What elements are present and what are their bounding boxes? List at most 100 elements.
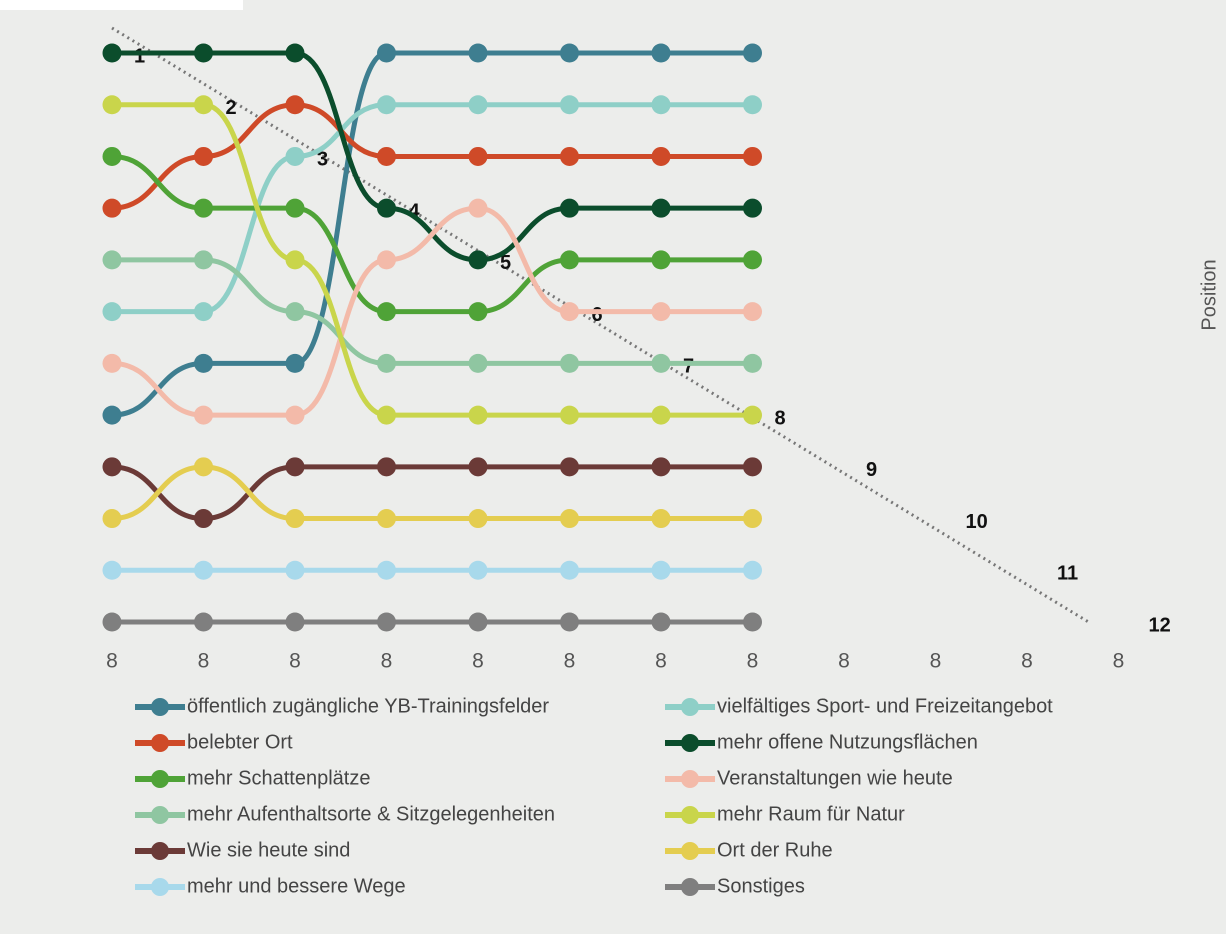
marker — [743, 146, 762, 166]
x-tick-label: 8 — [106, 650, 118, 673]
series-line — [111, 257, 753, 366]
legend-label: vielfältiges Sport- und Freizeitangebot — [717, 695, 1053, 717]
marker — [651, 302, 671, 322]
marker — [377, 612, 396, 632]
y-tick-label: 2 — [226, 97, 237, 119]
marker — [377, 457, 396, 477]
legend-label: Veranstaltungen wie heute — [717, 767, 953, 789]
series-line — [111, 205, 753, 418]
marker — [102, 95, 122, 115]
x-tick-label: 8 — [564, 650, 576, 673]
legend-swatch — [151, 770, 169, 788]
marker — [377, 146, 396, 166]
legend-label: mehr offene Nutzungsflächen — [717, 731, 978, 753]
legend-label: mehr Schattenplätze — [187, 767, 370, 789]
marker — [285, 198, 305, 218]
marker — [102, 146, 122, 166]
guide-line — [111, 26, 1090, 624]
marker — [468, 95, 488, 115]
x-tick-label: 8 — [289, 650, 301, 673]
x-tick-label: 8 — [198, 650, 210, 673]
marker — [743, 43, 762, 63]
x-tick-label: 8 — [747, 650, 759, 673]
marker — [743, 405, 762, 425]
corner-patch — [0, 0, 243, 10]
legend-swatch — [681, 770, 699, 788]
y-tick-label: 3 — [317, 149, 328, 171]
marker — [468, 405, 488, 425]
marker — [194, 612, 213, 632]
marker — [102, 353, 122, 373]
marker — [468, 302, 488, 322]
legend-label: mehr Aufenthaltsorte & Sitzgelegenheiten — [187, 803, 555, 825]
y-tick-label: 7 — [683, 356, 694, 378]
y-tick-label: 9 — [866, 459, 877, 481]
marker — [743, 250, 762, 270]
x-tick-label: 8 — [838, 650, 850, 673]
legend-label: Wie sie heute sind — [187, 839, 350, 861]
marker — [651, 353, 671, 373]
marker — [468, 146, 488, 166]
marker — [468, 457, 488, 477]
legend-swatch — [151, 878, 169, 896]
marker — [285, 250, 305, 270]
legend-swatch — [151, 842, 169, 860]
x-tick-label: 8 — [381, 650, 393, 673]
marker — [468, 509, 488, 529]
marker — [194, 95, 213, 115]
legend-label: belebter Ort — [187, 731, 293, 753]
legend-swatch — [151, 734, 169, 752]
y-tick-label: 8 — [775, 407, 786, 429]
marker — [651, 43, 671, 63]
marker — [194, 353, 213, 373]
marker — [194, 405, 213, 425]
marker — [377, 95, 396, 115]
marker — [377, 250, 396, 270]
x-tick-label: 8 — [655, 650, 667, 673]
marker — [651, 146, 671, 166]
legend-swatch — [681, 842, 699, 860]
legend-swatch — [681, 698, 699, 716]
marker — [285, 509, 305, 529]
marker — [194, 560, 213, 580]
marker — [285, 146, 305, 166]
x-tick-label: 8 — [930, 650, 942, 673]
marker — [102, 509, 122, 529]
marker — [194, 457, 213, 477]
marker — [285, 560, 305, 580]
marker — [377, 405, 396, 425]
marker — [285, 95, 305, 115]
legend-label: mehr und bessere Wege — [187, 875, 406, 897]
marker — [651, 612, 671, 632]
marker — [560, 457, 579, 477]
marker — [468, 198, 488, 218]
x-tick-label: 8 — [1113, 650, 1125, 673]
legend-swatch — [151, 806, 169, 824]
marker — [377, 198, 396, 218]
legend-label: Ort der Ruhe — [717, 839, 833, 861]
marker — [560, 146, 579, 166]
marker — [194, 302, 213, 322]
marker — [285, 353, 305, 373]
y-tick-label: 12 — [1149, 614, 1171, 636]
marker — [743, 560, 762, 580]
marker — [102, 612, 122, 632]
y-tick-label: 5 — [500, 252, 511, 274]
marker — [377, 509, 396, 529]
marker — [102, 198, 122, 218]
marker — [743, 302, 762, 322]
marker — [743, 612, 762, 632]
legend-label: mehr Raum für Natur — [717, 803, 905, 825]
marker — [743, 509, 762, 529]
legend-swatch — [681, 806, 699, 824]
marker — [560, 405, 579, 425]
marker — [560, 302, 579, 322]
marker — [560, 95, 579, 115]
y-tick-label: 6 — [592, 304, 603, 326]
marker — [377, 353, 396, 373]
marker — [102, 302, 122, 322]
marker — [560, 198, 579, 218]
legend-swatch — [681, 878, 699, 896]
marker — [651, 457, 671, 477]
